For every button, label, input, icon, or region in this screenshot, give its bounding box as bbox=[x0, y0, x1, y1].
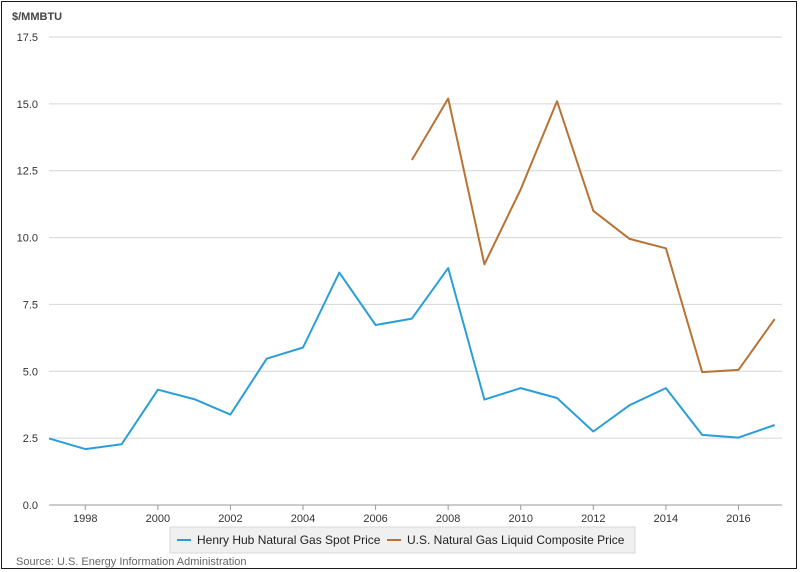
series-line-henry-hub[interactable] bbox=[48, 267, 776, 451]
y-tick-label: 17.5 bbox=[17, 32, 38, 44]
legend-item-ngl-composite[interactable]: U.S. Natural Gas Liquid Composite Price bbox=[387, 533, 625, 547]
x-tick-label: 2008 bbox=[436, 513, 460, 525]
source-note: Source: U.S. Energy Information Administ… bbox=[16, 556, 247, 568]
legend-label-ngl-composite: U.S. Natural Gas Liquid Composite Price bbox=[407, 533, 625, 547]
y-tick-label: 12.5 bbox=[17, 166, 38, 178]
x-tick-label: 2002 bbox=[218, 513, 242, 525]
x-tick-label: 2016 bbox=[726, 513, 750, 525]
x-axis-ticks: 1998 2000 2002 2004 2006 2008 2010 2012 2014 2016 bbox=[73, 505, 751, 525]
y-tick-label: 2.5 bbox=[23, 433, 38, 445]
x-tick-label: 2006 bbox=[363, 513, 387, 525]
x-tick-label: 2014 bbox=[654, 513, 678, 525]
x-tick-label: 1998 bbox=[73, 513, 97, 525]
legend-box bbox=[169, 526, 636, 554]
legend-item-henry-hub[interactable]: Henry Hub Natural Gas Spot Price bbox=[177, 533, 381, 547]
legend-label-henry-hub: Henry Hub Natural Gas Spot Price bbox=[197, 533, 381, 547]
y-tick-label: 10.0 bbox=[17, 233, 38, 245]
series-line-ngl-composite[interactable] bbox=[411, 97, 776, 374]
y-tick-label: 7.5 bbox=[23, 299, 38, 311]
x-tick-label: 2004 bbox=[291, 513, 315, 525]
legend[interactable]: Henry Hub Natural Gas Spot Price U.S. Na… bbox=[169, 526, 636, 554]
y-tick-label: 15.0 bbox=[17, 99, 38, 111]
x-tick-label: 2010 bbox=[508, 513, 532, 525]
series-lines bbox=[48, 97, 776, 451]
grid bbox=[49, 36, 782, 506]
y-tick-label: 0.0 bbox=[23, 500, 38, 512]
y-axis-unit-label: $/MMBTU bbox=[12, 11, 62, 23]
y-axis-ticks: 0.0 2.5 5.0 7.5 10.0 12.5 15.0 17.5 bbox=[17, 32, 38, 512]
y-tick-label: 5.0 bbox=[23, 366, 38, 378]
x-tick-label: 2012 bbox=[581, 513, 605, 525]
x-tick-label: 2000 bbox=[146, 513, 170, 525]
